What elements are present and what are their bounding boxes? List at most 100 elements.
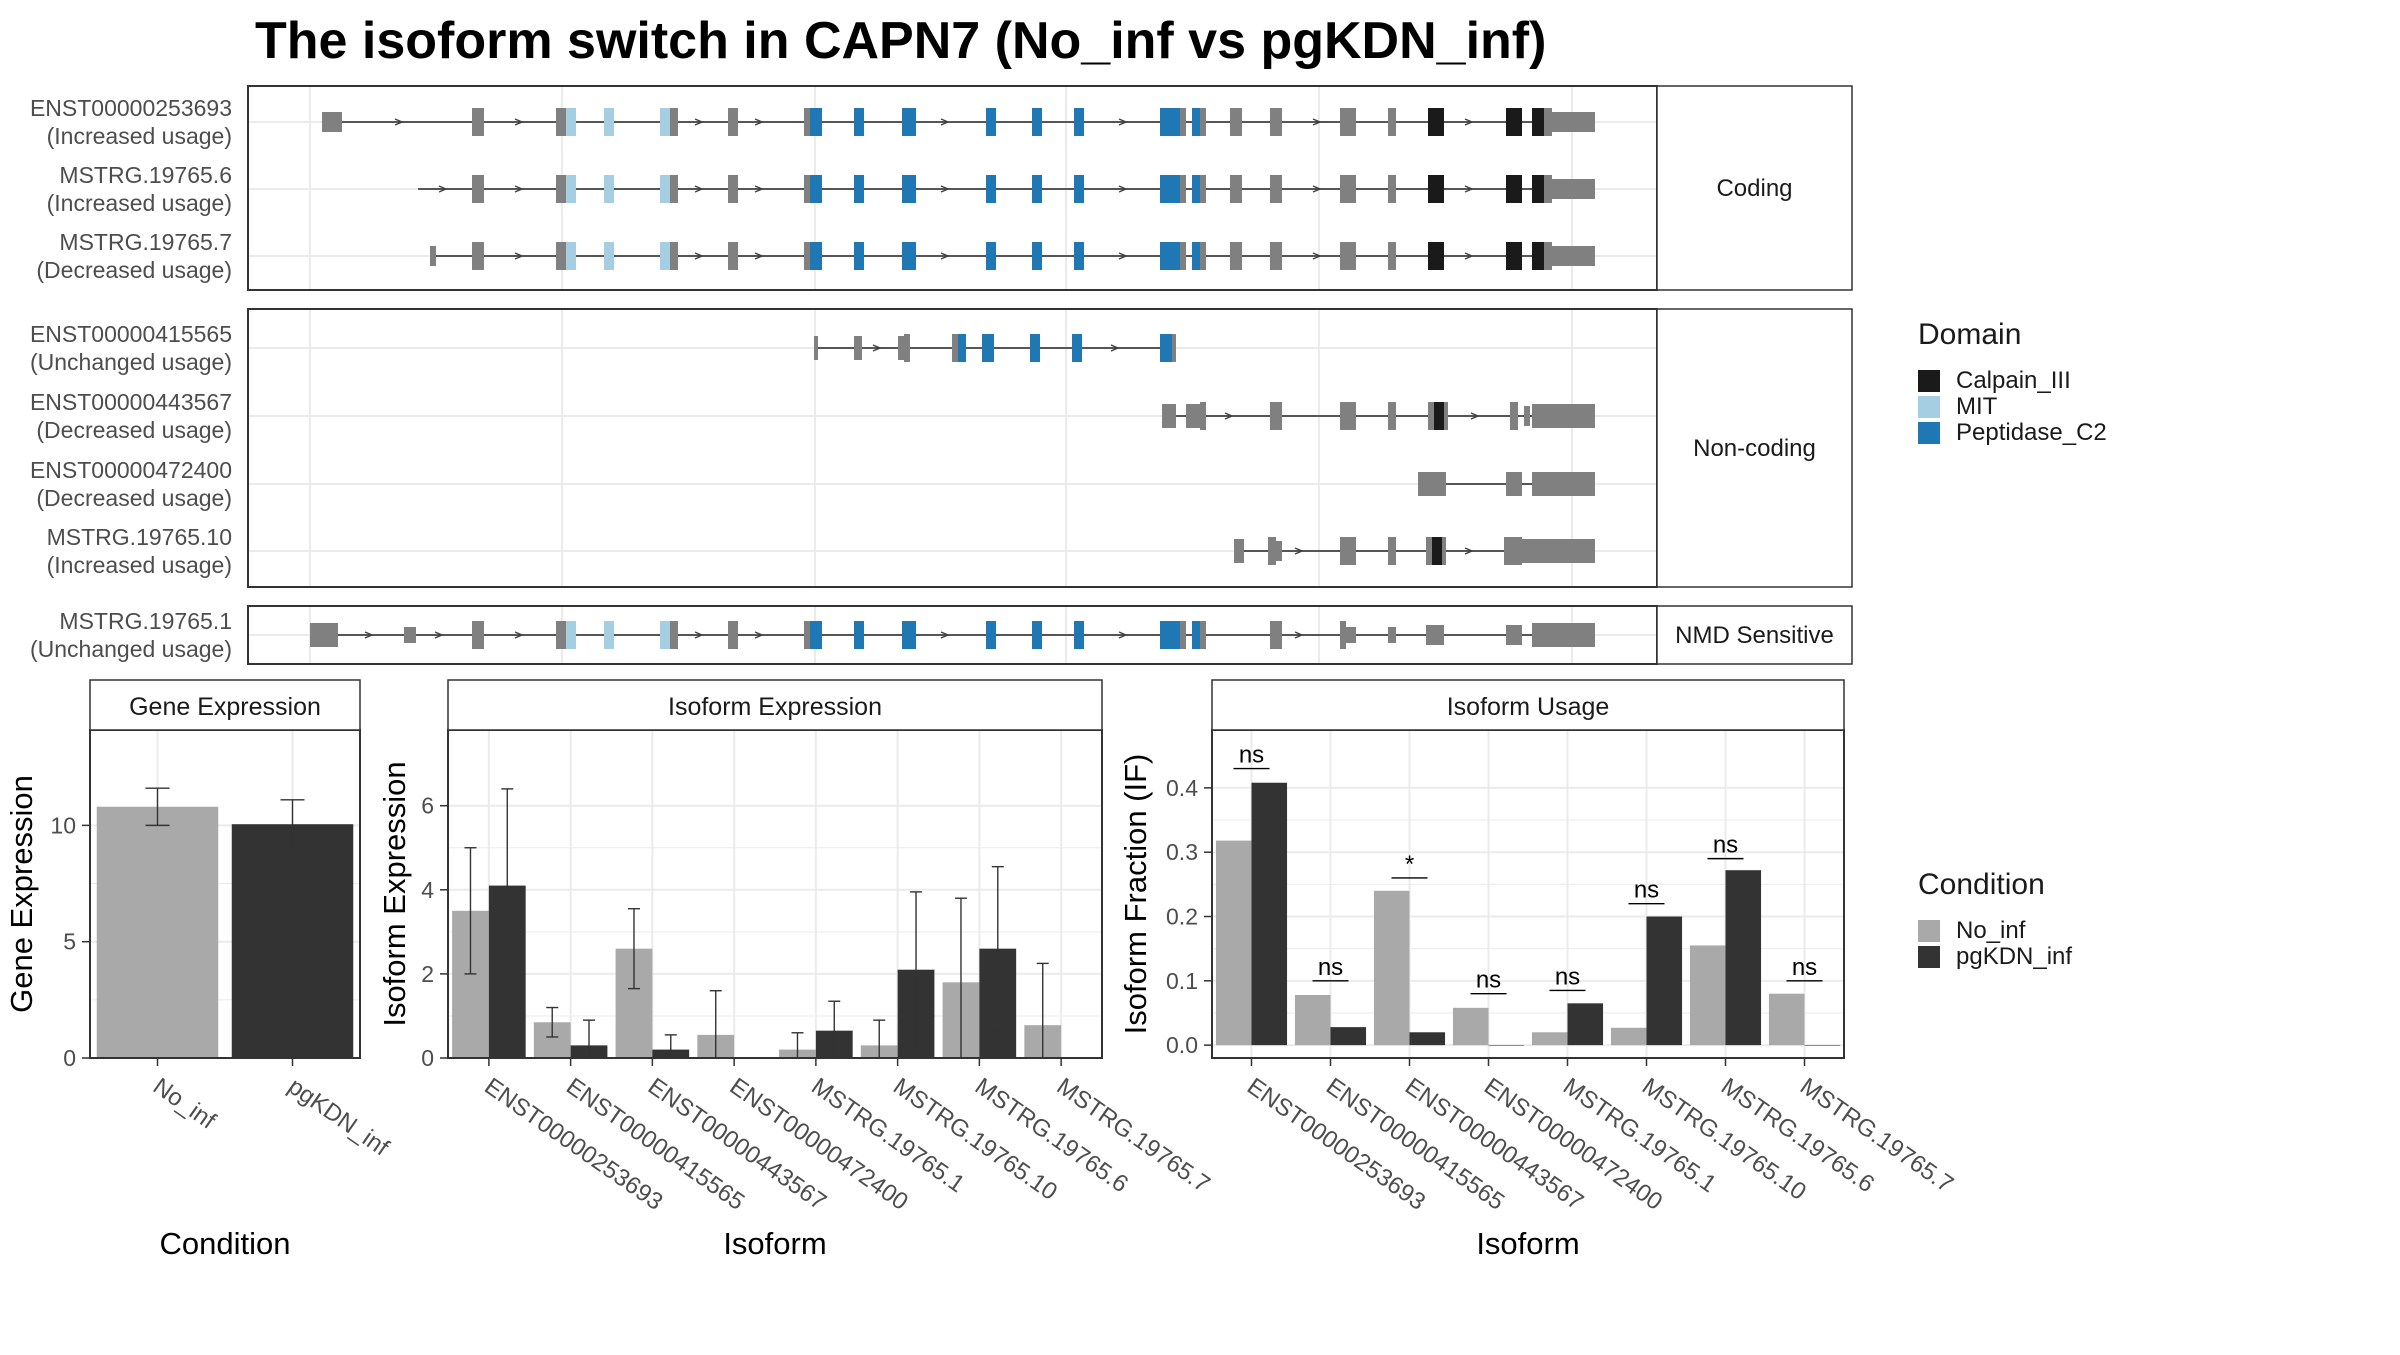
exon-block [556, 108, 566, 136]
domain-block-peptidase [1160, 175, 1180, 203]
figure-title: The isoform switch in CAPN7 (No_inf vs p… [255, 12, 1546, 70]
transcript-usage-label: (Increased usage) [47, 190, 232, 216]
transcript-id-label: MSTRG.19765.10 [47, 524, 232, 550]
strand-arrow [1464, 185, 1474, 193]
y-tick-label: 0.2 [1166, 904, 1198, 930]
exon-block [670, 621, 678, 649]
exon-block [670, 175, 678, 203]
y-tick-label: 6 [421, 793, 434, 819]
strand-arrow [1464, 252, 1474, 260]
transcript-usage-label: (Increased usage) [47, 123, 232, 149]
bar [1768, 993, 1805, 1046]
transcript-enst00000472400: ENST00000472400(Decreased usage) [30, 457, 1595, 511]
domain-block-calpain [1428, 108, 1444, 136]
exon-block [1340, 175, 1356, 203]
significance-label: * [1405, 851, 1414, 878]
facet-strip [1656, 308, 1853, 588]
exon-block [670, 108, 678, 136]
exon-block [1180, 175, 1186, 203]
bar [1215, 840, 1252, 1046]
facet-strip-label: Non-coding [1693, 435, 1816, 462]
strand-arrow [1224, 412, 1234, 420]
bar [1646, 916, 1683, 1046]
strand-arrow [694, 185, 704, 193]
significance-label: ns [1476, 967, 1501, 994]
significance-label: ns [1555, 963, 1580, 990]
exon-block [1418, 472, 1446, 496]
strand-arrow [514, 118, 524, 126]
strand-arrow [940, 118, 950, 126]
exon-block [898, 336, 904, 360]
exon-block [1234, 539, 1244, 563]
exon-block [1388, 175, 1396, 203]
exon-block [430, 246, 436, 266]
strand-arrow [694, 252, 704, 260]
domain-block-peptidase [986, 175, 996, 203]
transcript-enst00000443567: ENST00000443567(Decreased usage) [30, 389, 1595, 443]
strand-arrow [394, 118, 404, 126]
strand-arrow [364, 631, 374, 639]
strand-arrow [1118, 631, 1128, 639]
y-axis-title: Isoform Fraction (IF) [1118, 754, 1153, 1035]
domain-block-peptidase [902, 621, 916, 649]
transcript-usage-label: (Decreased usage) [36, 257, 232, 283]
legend-title: Condition [1918, 868, 2045, 901]
significance-label: ns [1792, 954, 1817, 981]
domain-block-peptidase [902, 175, 916, 203]
chart-gene-expression: Gene Expression 0 5 10 No_inf pgKDN_inf Condit… [4, 679, 394, 1261]
exon-block [804, 175, 810, 203]
transcript-id-label: MSTRG.19765.7 [59, 229, 232, 255]
domain-block-calpain [1432, 537, 1442, 565]
legend-key [1918, 396, 1940, 418]
domain-block-calpain [1532, 108, 1544, 136]
strand-arrow [940, 252, 950, 260]
domain-block-peptidase [810, 108, 822, 136]
legend-key [1918, 920, 1940, 942]
domain-block-peptidase [810, 621, 822, 649]
domain-block-peptidase [1160, 242, 1180, 270]
domain-block-mit [660, 108, 670, 136]
exon-block [1340, 621, 1346, 649]
domain-block-mit [566, 175, 576, 203]
domain-block-mit [604, 621, 614, 649]
bar [1330, 1027, 1367, 1046]
exon-block [556, 621, 566, 649]
facet-strip-label: Isoform Expression [668, 693, 882, 721]
facet-strip [447, 679, 1103, 731]
transcript-id-label: ENST00000415565 [30, 321, 232, 347]
x-axis-title: Condition [160, 1226, 291, 1261]
exon-block [1276, 541, 1282, 561]
facet-strip [1656, 605, 1853, 665]
strand-arrow [1118, 118, 1128, 126]
domain-block-peptidase [982, 334, 994, 362]
bar [1294, 994, 1331, 1046]
facet-strip-label: Coding [1716, 175, 1792, 202]
domain-block-peptidase [1074, 621, 1084, 649]
transcript-id-label: MSTRG.19765.1 [59, 608, 232, 634]
exon-block [556, 242, 566, 270]
exon-block [1270, 402, 1282, 430]
exon-block [1230, 108, 1242, 136]
strand-arrow [434, 631, 444, 639]
domain-block-calpain [1428, 242, 1444, 270]
domain-block-mit [604, 242, 614, 270]
exon-block [952, 334, 958, 362]
chart-isoform-expression: Isoform Expression0246ENST00000253693ENS… [377, 679, 1215, 1261]
transcript-enst00000253693: ENST00000253693(Increased usage) [30, 95, 1595, 149]
domain-block-calpain [1506, 175, 1522, 203]
exon-block [1544, 175, 1552, 203]
domain-block-mit [566, 242, 576, 270]
exon-block [1200, 175, 1206, 203]
strand-arrow [438, 185, 448, 193]
domain-block-peptidase [1160, 334, 1172, 362]
domain-block-peptidase [1192, 621, 1200, 649]
y-axis-title: Isoform Expression [377, 761, 412, 1026]
significance-label: ns [1713, 832, 1738, 859]
domain-block-calpain [1532, 175, 1544, 203]
exon-block [1346, 627, 1356, 643]
domain-block-peptidase [986, 621, 996, 649]
exon-block [1230, 175, 1242, 203]
structure-panel-coding: Coding ENST00000253693(Increased usage) MS… [30, 85, 1853, 291]
exon-block [1544, 108, 1552, 136]
